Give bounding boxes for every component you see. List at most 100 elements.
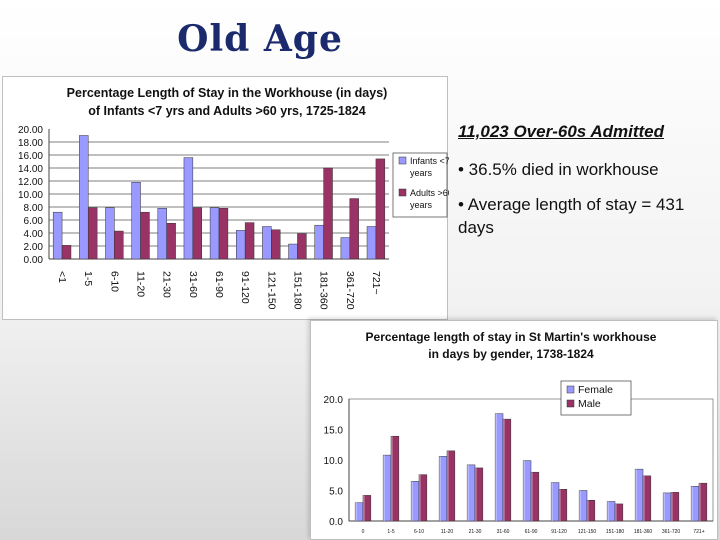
- chart1-xtick: 1-5: [82, 271, 94, 286]
- chart1-bar: [157, 208, 167, 260]
- chart1-bar: [297, 233, 307, 260]
- chart2-bar-highlight: [523, 460, 525, 521]
- chart-by-gender-svg: Percentage length of stay in St Martin's…: [324, 330, 714, 535]
- chart2-bar-highlight: [643, 475, 645, 521]
- chart2-ytick: 0.0: [329, 517, 343, 528]
- chart1-ytick: 20.00: [18, 125, 43, 136]
- chart2-legend-label: Male: [578, 398, 601, 410]
- chart2-xtick: 1-5: [387, 529, 394, 535]
- chart2-bar: [530, 471, 540, 522]
- chart1-title-line1: Percentage Length of Stay in the Workhou…: [67, 86, 388, 100]
- chart1-ytick: 0.00: [24, 255, 44, 266]
- chart1-bar: [349, 198, 359, 260]
- chart1-xtick: 151-180: [291, 271, 303, 310]
- chart1-ytick: 16.00: [18, 151, 43, 162]
- chart1-bar: [375, 158, 386, 260]
- chart2-bar-highlight: [587, 500, 589, 521]
- chart1-title-line2: of Infants <7 yrs and Adults >60 yrs, 17…: [88, 104, 365, 118]
- chart1-legend-swatch: [398, 188, 407, 197]
- chart1-bar: [262, 226, 272, 260]
- chart1-bar: [61, 245, 72, 260]
- chart2-bar-highlight: [467, 464, 469, 521]
- chart1-xtick: 121-150: [265, 271, 277, 310]
- chart2-bar-highlight: [475, 467, 477, 521]
- chart2-bar: [698, 482, 708, 522]
- chart1-bar: [105, 207, 115, 260]
- chart2-bar-highlight: [607, 501, 609, 521]
- chart1-legend-label: years: [410, 200, 433, 210]
- chart1-xtick: 61-90: [213, 271, 225, 298]
- chart2-bar-highlight: [419, 474, 421, 521]
- chart1-xtick: 721~: [370, 271, 382, 295]
- chart1-ytick: 2.00: [24, 242, 44, 253]
- chart2-bar-highlight: [559, 489, 561, 521]
- chart2-bar: [670, 492, 680, 522]
- chart1-bar: [209, 207, 220, 260]
- chart2-xtick: 11-20: [441, 529, 454, 535]
- chart1-xtick: 181-360: [318, 271, 330, 310]
- chart2-bar-highlight: [447, 450, 449, 521]
- chart2-xtick: 121-150: [578, 529, 597, 535]
- chart2-title-line2: in days by gender, 1738-1824: [428, 347, 594, 361]
- chart1-bar: [366, 226, 377, 260]
- chart2-bar: [446, 450, 456, 522]
- chart2-bar-highlight: [635, 469, 637, 521]
- chart2-xtick: 91-120: [551, 529, 567, 535]
- chart2-xtick: 0: [362, 529, 365, 535]
- chart2-bar-highlight: [671, 492, 673, 521]
- chart-by-gender: Percentage length of stay in St Martin's…: [310, 320, 718, 540]
- chart2-bar: [586, 500, 596, 522]
- chart2-xtick: 6-10: [414, 529, 424, 535]
- chart1-legend-label: Adults >60: [410, 188, 449, 198]
- chart2-bar-highlight: [355, 502, 357, 521]
- chart1-ytick: 6.00: [24, 216, 44, 227]
- chart1-bar: [314, 224, 324, 260]
- chart1-bar: [323, 167, 333, 260]
- chart2-bar-highlight: [503, 419, 505, 521]
- chart1-bar: [131, 182, 141, 260]
- chart1-ytick: 12.00: [18, 177, 43, 188]
- chart2-bar-highlight: [663, 492, 665, 521]
- chart-infants-adults-svg: Percentage Length of Stay in the Workhou…: [18, 86, 449, 310]
- chart1-bar: [192, 207, 202, 260]
- chart2-bar: [362, 495, 372, 522]
- chart2-legend-swatch: [566, 385, 575, 394]
- chart2-bar-highlight: [531, 472, 533, 521]
- chart1-bar: [183, 157, 194, 260]
- slide-title: Old Age: [177, 18, 343, 60]
- chart2-xtick: 21-30: [469, 529, 482, 535]
- chart1-bar: [288, 243, 298, 260]
- chart2-xtick: 181-360: [634, 529, 653, 535]
- chart2-bar: [474, 467, 484, 522]
- chart2-bar: [390, 435, 400, 522]
- chart-infants-adults: Percentage Length of Stay in the Workhou…: [2, 76, 449, 320]
- chart2-legend-swatch: [566, 399, 575, 408]
- chart1-xtick: 91-120: [239, 271, 251, 304]
- chart1-xtick: <1: [56, 271, 68, 283]
- chart2-ytick: 15.0: [324, 426, 344, 437]
- chart2-xtick: 361-720: [662, 529, 681, 535]
- chart2-ytick: 5.0: [329, 487, 343, 498]
- chart1-ytick: 10.00: [18, 190, 43, 201]
- chart2-bar-highlight: [551, 482, 553, 521]
- chart2-bar-highlight: [691, 486, 693, 521]
- chart1-bar: [244, 222, 255, 260]
- side-notes: 11,023 Over-60s Admitted • 36.5% died in…: [458, 122, 720, 251]
- chart2-legend-label: Female: [578, 384, 613, 396]
- admitted-heading: 11,023 Over-60s Admitted: [458, 122, 664, 141]
- chart2-xtick: 31-60: [497, 529, 510, 535]
- chart2-bar-highlight: [383, 455, 385, 521]
- chart2-bar-highlight: [363, 495, 365, 521]
- chart2-bar-highlight: [439, 456, 441, 521]
- bullet-died: • 36.5% died in workhouse: [458, 160, 659, 179]
- chart1-legend-label: Infants <7: [410, 156, 449, 166]
- chart1-ytick: 8.00: [24, 203, 44, 214]
- chart2-xtick: 721+: [693, 529, 704, 535]
- chart1-bar: [79, 135, 89, 260]
- chart2-bar: [642, 475, 652, 522]
- chart1-xtick: 21-30: [161, 271, 173, 298]
- chart1-bar: [52, 211, 63, 260]
- bullet-average-stay: • Average length of stay = 431 days: [458, 195, 685, 237]
- chart1-bar: [271, 229, 281, 260]
- chart2-ytick: 20.0: [324, 395, 344, 406]
